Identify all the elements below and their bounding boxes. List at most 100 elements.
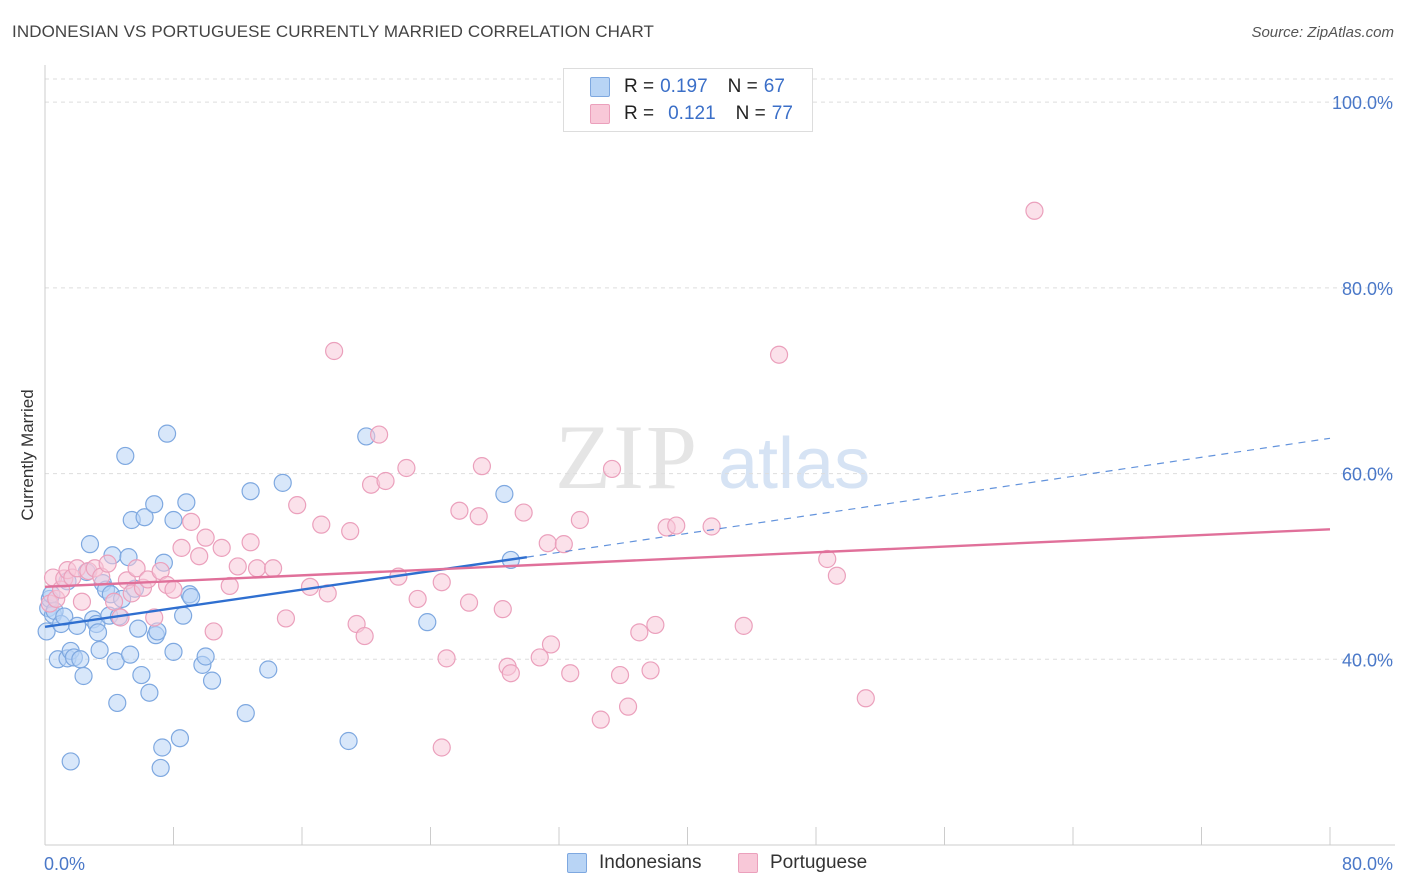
portuguese-point (370, 425, 389, 444)
grid-lines (45, 78, 1395, 660)
portuguese-point (127, 559, 146, 578)
watermark-atlas: atlas (718, 424, 870, 504)
portuguese-point (514, 503, 533, 522)
portuguese-point (241, 533, 260, 552)
indonesian-point (241, 482, 260, 501)
legend-n-label: N = (727, 76, 758, 97)
y-tick-label: 80.0% (1342, 279, 1393, 299)
indonesian-point (140, 683, 159, 702)
legend-r-label: R = (624, 103, 655, 124)
indonesian-point (182, 587, 201, 607)
portuguese-point (1025, 201, 1044, 220)
series-legend: Indonesians Portuguese (0, 852, 1406, 878)
indonesian-point (273, 473, 292, 492)
portuguese-swatch (590, 104, 610, 124)
indonesian-point (170, 729, 190, 748)
indonesian-point (157, 424, 177, 443)
indonesian-point (153, 738, 172, 757)
portuguese-point (641, 661, 660, 680)
x-tick-label-max: 80.0% (1342, 854, 1393, 874)
portuguese-point (145, 608, 164, 627)
portuguese-point (432, 573, 451, 592)
portuguese-point (769, 345, 789, 364)
indonesians-legend-swatch (567, 853, 587, 873)
portuguese-point (646, 615, 665, 635)
indonesian-point (418, 613, 437, 632)
portuguese-point (734, 616, 753, 635)
indonesian-point (151, 758, 170, 778)
watermark-zip: ZIP (555, 406, 699, 508)
chart-source: Source: ZipAtlas.com (1251, 24, 1394, 41)
portuguese-point (341, 522, 360, 541)
legend-item-portuguese[interactable]: Portuguese (738, 852, 867, 874)
portuguese-point (182, 512, 201, 531)
portuguese-point (459, 593, 479, 612)
indonesian-point (80, 535, 100, 554)
portuguese-point (325, 341, 344, 361)
portuguese-point (472, 457, 491, 476)
portuguese-point (212, 538, 231, 557)
legend-row-portuguese: R = 0.121 N = 77 (590, 101, 793, 127)
legend-label-portuguese: Portuguese (770, 852, 868, 873)
indonesian-point (339, 731, 358, 751)
portuguese-point (247, 559, 267, 578)
portuguese-point (408, 589, 427, 609)
portuguese-point (610, 665, 630, 685)
indonesian-point (37, 622, 56, 641)
indonesian-point (145, 495, 164, 514)
portuguese-point (702, 517, 721, 536)
portuguese-point (397, 458, 416, 478)
indonesian-point (164, 642, 183, 661)
portuguese-point (228, 557, 247, 576)
portuguese-point (190, 547, 209, 566)
legend-row-indonesians: R = 0.197 N = 67 (590, 74, 785, 100)
indonesian-point (88, 623, 108, 642)
portuguese-point (104, 592, 124, 611)
legend-label-indonesians: Indonesians (599, 852, 702, 873)
portuguese-point (72, 592, 92, 611)
x-tick-label-min: 0.0% (44, 854, 85, 874)
portuguese-point (530, 648, 549, 667)
indonesian-point (174, 606, 193, 625)
portuguese-point (98, 554, 117, 573)
watermark: ZIP atlas (555, 406, 870, 508)
portuguese-points (40, 201, 1044, 757)
portuguese-point (856, 689, 875, 708)
portuguese-point (602, 459, 622, 479)
legend-n-value: 67 (763, 76, 785, 97)
indonesian-point (236, 704, 255, 723)
legend-r-value: 0.197 (660, 76, 708, 97)
indonesian-point (74, 666, 93, 686)
correlation-legend: R = 0.197 N = 67 R = 0.121 N = 77 (563, 68, 813, 132)
indonesian-point (71, 650, 90, 669)
indonesian-point (90, 640, 109, 660)
portuguese-point (164, 580, 183, 599)
indonesian-point (164, 510, 183, 530)
legend-r-value: 0.121 (668, 103, 716, 124)
trend-lines (44, 437, 1331, 628)
portuguese-legend-swatch (738, 853, 758, 873)
chart-title: INDONESIAN VS PORTUGUESE CURRENTLY MARRI… (12, 22, 655, 41)
portuguese-point (667, 516, 686, 535)
y-tick-label: 60.0% (1342, 465, 1393, 485)
indonesian-point (129, 619, 148, 638)
indonesian-point (135, 508, 154, 527)
indonesian-point (68, 616, 87, 635)
portuguese-point (501, 664, 520, 683)
legend-item-indonesians[interactable]: Indonesians (567, 852, 701, 874)
portuguese-point (630, 623, 649, 642)
portuguese-point (538, 534, 557, 553)
portuguese-point (469, 507, 488, 526)
portuguese-point (618, 697, 638, 716)
indonesians-trend-extension (526, 437, 1331, 558)
portuguese-point (554, 535, 573, 554)
portuguese-point (276, 609, 296, 628)
y-tick-label: 40.0% (1342, 650, 1393, 670)
legend-n-label: N = (735, 103, 766, 124)
portuguese-point (818, 549, 837, 569)
portuguese-point (541, 635, 561, 654)
indonesian-point (259, 660, 278, 679)
portuguese-point (561, 664, 580, 683)
portuguese-point (827, 566, 846, 585)
